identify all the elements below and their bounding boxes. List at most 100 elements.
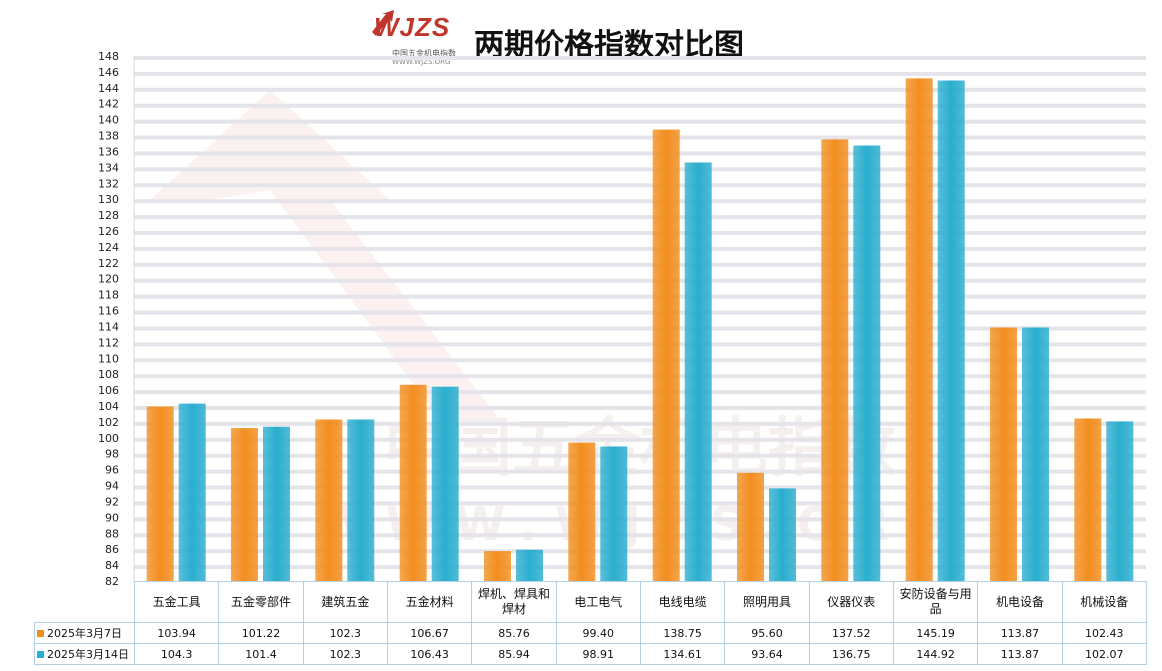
y-tick-label: 146 bbox=[98, 66, 119, 79]
gridline bbox=[134, 469, 1146, 474]
y-tick-label: 112 bbox=[98, 336, 119, 349]
gridline bbox=[134, 533, 1146, 538]
data-label: 99.40 bbox=[555, 622, 641, 644]
data-label: 93.64 bbox=[724, 643, 810, 665]
table-row: 2025年3月7日 103.94 101.22 102.3 106.67 85.76 99.… bbox=[34, 622, 1147, 644]
data-label: 134.61 bbox=[639, 643, 726, 665]
bar-series1 bbox=[568, 442, 596, 581]
bar-series2 bbox=[769, 488, 796, 581]
y-tick-label: 144 bbox=[98, 82, 119, 95]
bar-series1 bbox=[737, 472, 764, 581]
gridline bbox=[134, 262, 1146, 267]
bar-series1 bbox=[990, 327, 1017, 581]
y-tick-label: 104 bbox=[98, 400, 119, 413]
gridline bbox=[134, 374, 1146, 379]
category-label: 仪器仪表 bbox=[808, 581, 894, 623]
category-label: 电工电气 bbox=[555, 581, 641, 623]
gridline bbox=[134, 501, 1146, 506]
bar-series2 bbox=[431, 386, 459, 581]
category-label: 五金材料 bbox=[386, 581, 473, 623]
bar-series2 bbox=[516, 549, 543, 581]
y-tick-label: 136 bbox=[98, 145, 119, 158]
bar-series2 bbox=[263, 426, 290, 581]
logo-url: WWW.WJZS.ORG bbox=[392, 58, 451, 66]
table-corner bbox=[34, 581, 135, 623]
data-label: 144.92 bbox=[892, 643, 979, 665]
data-label: 85.94 bbox=[471, 643, 557, 665]
category-label: 五金工具 bbox=[133, 581, 220, 623]
y-tick-label: 100 bbox=[98, 432, 119, 445]
data-label: 104.3 bbox=[133, 643, 220, 665]
gridline bbox=[134, 406, 1146, 410]
bar-series1 bbox=[231, 428, 258, 581]
y-tick-label: 118 bbox=[98, 289, 119, 302]
gridline bbox=[134, 71, 1146, 76]
y-tick-label: 134 bbox=[98, 161, 119, 174]
gridline bbox=[134, 183, 1146, 188]
gridline bbox=[134, 326, 1146, 331]
data-label: 103.94 bbox=[133, 622, 220, 644]
y-tick-label: 114 bbox=[98, 320, 119, 333]
gridline bbox=[134, 278, 1146, 283]
y-axis: 8284868890929496981001021041061081101121… bbox=[98, 50, 135, 588]
bar-series2 bbox=[347, 419, 375, 581]
bar-series1 bbox=[399, 384, 427, 581]
y-tick-label: 140 bbox=[98, 114, 119, 127]
gridline bbox=[134, 103, 1146, 108]
legend-entry: 2025年3月7日 bbox=[34, 622, 135, 644]
bar-series2 bbox=[178, 403, 206, 581]
data-label: 113.87 bbox=[977, 643, 1063, 665]
data-label: 138.75 bbox=[639, 622, 726, 644]
y-tick-label: 120 bbox=[98, 273, 119, 286]
y-tick-label: 84 bbox=[105, 559, 119, 572]
y-tick-label: 124 bbox=[98, 241, 119, 254]
y-tick-label: 94 bbox=[105, 480, 119, 493]
y-tick-label: 106 bbox=[98, 384, 119, 397]
bar-series2 bbox=[600, 446, 628, 581]
category-label: 电线电缆 bbox=[639, 581, 726, 623]
y-tick-label: 108 bbox=[98, 368, 119, 381]
gridline bbox=[134, 517, 1146, 522]
data-label: 101.22 bbox=[218, 622, 304, 644]
bar-series1 bbox=[1074, 418, 1102, 581]
bar-series2 bbox=[1106, 421, 1134, 581]
data-label: 137.52 bbox=[808, 622, 894, 644]
category-label: 五金零部件 bbox=[218, 581, 304, 623]
data-label: 145.19 bbox=[892, 622, 979, 644]
bar-series2 bbox=[1022, 327, 1049, 581]
gridlines bbox=[134, 56, 1146, 570]
bar-series1 bbox=[905, 78, 933, 582]
gridline bbox=[134, 565, 1146, 570]
bar-series1 bbox=[484, 551, 511, 581]
data-label: 85.76 bbox=[471, 622, 557, 644]
legend-swatch bbox=[37, 630, 44, 637]
gridline bbox=[134, 119, 1146, 124]
bar-series1 bbox=[315, 419, 343, 581]
data-label: 95.60 bbox=[724, 622, 810, 644]
category-label: 机械设备 bbox=[1061, 581, 1147, 623]
bar-series1 bbox=[821, 139, 849, 581]
legend-entry: 2025年3月14日 bbox=[34, 643, 135, 665]
data-table: 五金工具 五金零部件 建筑五金 五金材料 焊机、焊具和 焊材 电工电气 电线电缆 照明用具 仪器仪… bbox=[34, 581, 1147, 665]
bar-series2 bbox=[853, 145, 881, 581]
y-tick-label: 128 bbox=[98, 209, 119, 222]
data-label: 101.4 bbox=[218, 643, 304, 665]
data-label: 106.43 bbox=[386, 643, 473, 665]
logo-text: WJZS bbox=[374, 12, 451, 42]
y-tick-label: 130 bbox=[98, 193, 119, 206]
data-label: 102.3 bbox=[302, 643, 388, 665]
y-tick-label: 86 bbox=[105, 543, 119, 556]
gridline bbox=[134, 421, 1146, 426]
category-label: 建筑五金 bbox=[302, 581, 388, 623]
y-tick-label: 110 bbox=[98, 352, 119, 365]
gridline bbox=[134, 199, 1146, 204]
category-label: 焊机、焊具和 焊材 bbox=[471, 581, 557, 623]
data-label: 98.91 bbox=[555, 643, 641, 665]
y-tick-label: 102 bbox=[98, 416, 119, 429]
gridline bbox=[134, 231, 1146, 235]
bar-series1 bbox=[652, 129, 680, 581]
gridline bbox=[134, 135, 1146, 140]
gridline bbox=[134, 56, 1146, 60]
gridline bbox=[134, 390, 1146, 395]
